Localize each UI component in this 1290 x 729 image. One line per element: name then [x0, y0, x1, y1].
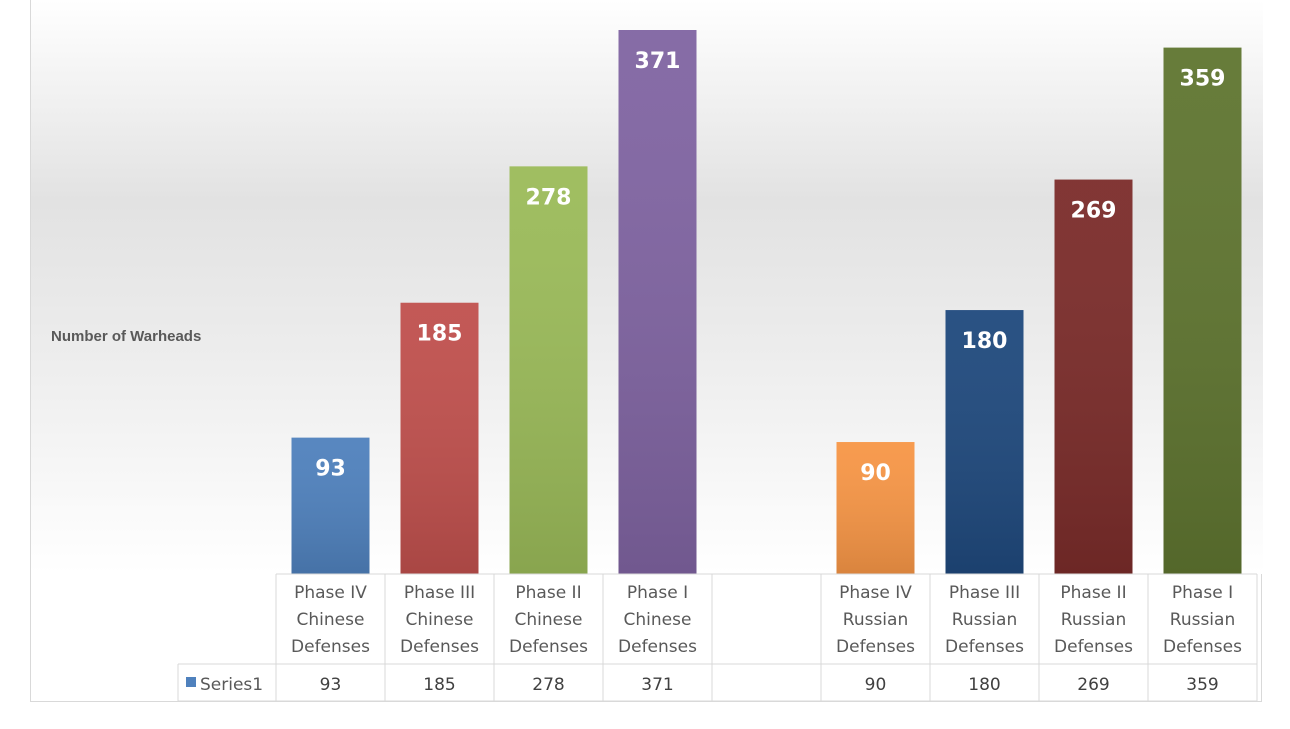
bar-group: 90 — [836, 442, 915, 574]
category-label-line: Phase I — [627, 583, 688, 603]
category-label-line: Chinese — [297, 610, 365, 630]
category-label-line: Russian — [952, 610, 1017, 630]
bar-group: 185 — [400, 302, 479, 574]
table-value-cell: 278 — [532, 675, 564, 695]
bar-value-label: 180 — [962, 329, 1008, 354]
bar-shading — [836, 442, 915, 574]
category-label-line: Russian — [1170, 610, 1235, 630]
category-label-line: Defenses — [400, 637, 479, 657]
data-table: Phase IV Chinese Defenses 93 Phase III Chines… — [177, 573, 1258, 702]
table-value-cell: 269 — [1077, 675, 1109, 695]
category-label-line: Russian — [843, 610, 908, 630]
category-label-line: Chinese — [515, 610, 583, 630]
category-label-line: Russian — [1061, 610, 1126, 630]
bar-shading — [1054, 179, 1133, 574]
category-label-line: Defenses — [836, 637, 915, 657]
category-label-line: Phase I — [1172, 583, 1233, 603]
bar-shading — [618, 30, 697, 574]
category-label-line: Defenses — [945, 637, 1024, 657]
legend-series-name: Series1 — [200, 675, 263, 695]
bar-group: 278 — [509, 166, 588, 574]
table-value-cell: 90 — [865, 675, 887, 695]
table-value-cell: 185 — [423, 675, 455, 695]
category-label-line: Defenses — [618, 637, 697, 657]
category-label: Phase III Russian Defenses — [945, 583, 1024, 657]
bar-shading — [1163, 47, 1242, 574]
category-label-line: Phase III — [949, 583, 1020, 603]
bar-group: 359 — [1163, 47, 1242, 574]
category-label: Phase IV Russian Defenses — [836, 583, 915, 657]
table-value-cell: 93 — [320, 675, 342, 695]
y-axis-label: Number of Warheads — [51, 328, 201, 345]
category-label-line: Phase IV — [839, 583, 912, 603]
bar-value-label: 185 — [417, 322, 463, 347]
legend-swatch — [186, 677, 196, 687]
bar-group: 371 — [618, 30, 697, 574]
bar-shading — [945, 310, 1024, 574]
category-label-line: Defenses — [509, 637, 588, 657]
table-value-cell: 180 — [968, 675, 1000, 695]
bar-value-label: 269 — [1071, 199, 1117, 224]
category-label-line: Defenses — [1054, 637, 1133, 657]
chart-frame: Number of Warheads 93 185 278 371 90 180 269 35… — [30, 0, 1263, 702]
bar-group: 269 — [1054, 179, 1133, 574]
bar-shading — [400, 302, 479, 574]
table-value-cell: 359 — [1186, 675, 1218, 695]
bar-value-label: 359 — [1180, 67, 1226, 92]
bar-chart: Number of Warheads 93 185 278 371 90 180 269 35… — [31, 0, 1263, 702]
category-label: Phase II Chinese Defenses — [509, 583, 588, 657]
category-label-line: Chinese — [406, 610, 474, 630]
category-label-line: Defenses — [1163, 637, 1242, 657]
bar-group: 93 — [291, 437, 370, 574]
category-label: Phase IV Chinese Defenses — [291, 583, 370, 657]
bar-value-label: 278 — [526, 185, 572, 210]
bar-value-label: 93 — [315, 457, 346, 482]
category-label-line: Phase II — [515, 583, 581, 603]
bar-value-label: 371 — [635, 49, 681, 74]
category-label-line: Defenses — [291, 637, 370, 657]
category-label-line: Chinese — [624, 610, 692, 630]
category-label: Phase II Russian Defenses — [1054, 583, 1133, 657]
category-label-line: Phase III — [404, 583, 475, 603]
bar-shading — [291, 437, 370, 574]
category-label: Phase I Russian Defenses — [1163, 583, 1242, 657]
bar-shading — [509, 166, 588, 574]
bar-group: 180 — [945, 310, 1024, 574]
category-label-line: Phase II — [1060, 583, 1126, 603]
category-label-line: Phase IV — [294, 583, 367, 603]
category-label: Phase III Chinese Defenses — [400, 583, 479, 657]
bars-layer: 93 185 278 371 90 180 269 359 — [291, 30, 1242, 574]
category-label: Phase I Chinese Defenses — [618, 583, 697, 657]
bar-value-label: 90 — [860, 461, 891, 486]
table-value-cell: 371 — [641, 675, 673, 695]
